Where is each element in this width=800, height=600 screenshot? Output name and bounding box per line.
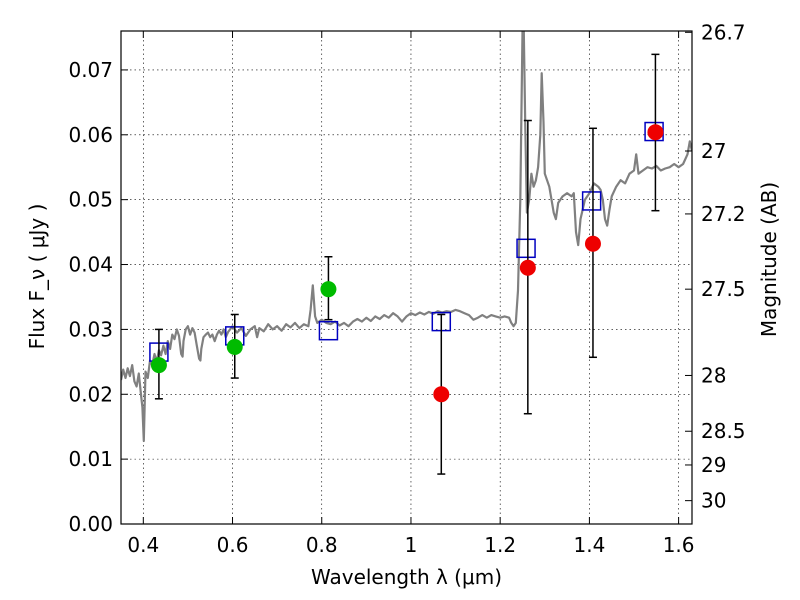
x-tick-label: 1.2 — [484, 533, 516, 557]
observed-point — [584, 235, 601, 252]
y-tick-label: 0.06 — [68, 123, 113, 147]
model-photometry-square — [516, 238, 536, 259]
y-tick-label: 0.07 — [68, 58, 113, 82]
y2-tick-label: 27.5 — [701, 277, 746, 301]
observed-point — [519, 259, 536, 276]
y2-tick-label: 28.5 — [701, 419, 746, 443]
y-tick-label: 0.02 — [68, 382, 113, 406]
y-tick-label: 0.01 — [68, 447, 113, 471]
y2-tick-label: 27 — [701, 139, 726, 163]
y-tick-label: 0.04 — [68, 253, 113, 277]
x-tick-label: 1.6 — [663, 533, 695, 557]
plot-frame — [120, 30, 693, 525]
error-bars-group — [154, 53, 660, 475]
spectrum-line — [121, 31, 692, 443]
axis-ticks — [121, 31, 692, 525]
tick-labels: 0.4 0.6 0.8 1 1.2 1.4 1.6 0.00 0.01 0.02 0.03 0.04 0… — [68, 20, 745, 557]
y2-tick-label: 27.2 — [701, 202, 746, 226]
y2-tick-label: 28 — [701, 363, 726, 387]
observed-point — [150, 357, 167, 374]
x-tick-label: 1 — [405, 533, 418, 557]
model-photometry-square — [318, 320, 339, 341]
y2-axis-label: Magnitude (AB) — [757, 182, 781, 337]
observed-point — [320, 281, 337, 298]
y2-tick-label: 29 — [701, 453, 726, 477]
x-axis-label: Wavelength λ (μm) — [311, 565, 502, 589]
x-tick-label: 1.4 — [573, 533, 605, 557]
observed-point — [226, 338, 243, 355]
y2-tick-label: 30 — [701, 489, 726, 513]
y-axis-label: Flux F_ν ( μJy ) — [25, 204, 49, 350]
y-tick-label: 0.00 — [68, 512, 113, 536]
x-tick-label: 0.6 — [217, 533, 249, 557]
y-tick-label: 0.03 — [68, 317, 113, 341]
x-tick-label: 0.4 — [127, 533, 159, 557]
y2-tick-label: 26.7 — [701, 20, 746, 44]
observed-point — [647, 124, 664, 141]
spectrum-line-group — [121, 31, 692, 443]
grid-lines — [121, 31, 692, 525]
observed-points-group — [150, 124, 664, 403]
observed-point — [433, 386, 450, 403]
y-tick-label: 0.05 — [68, 188, 113, 212]
model-photometry-square — [581, 191, 602, 211]
x-tick-label: 0.8 — [306, 533, 338, 557]
